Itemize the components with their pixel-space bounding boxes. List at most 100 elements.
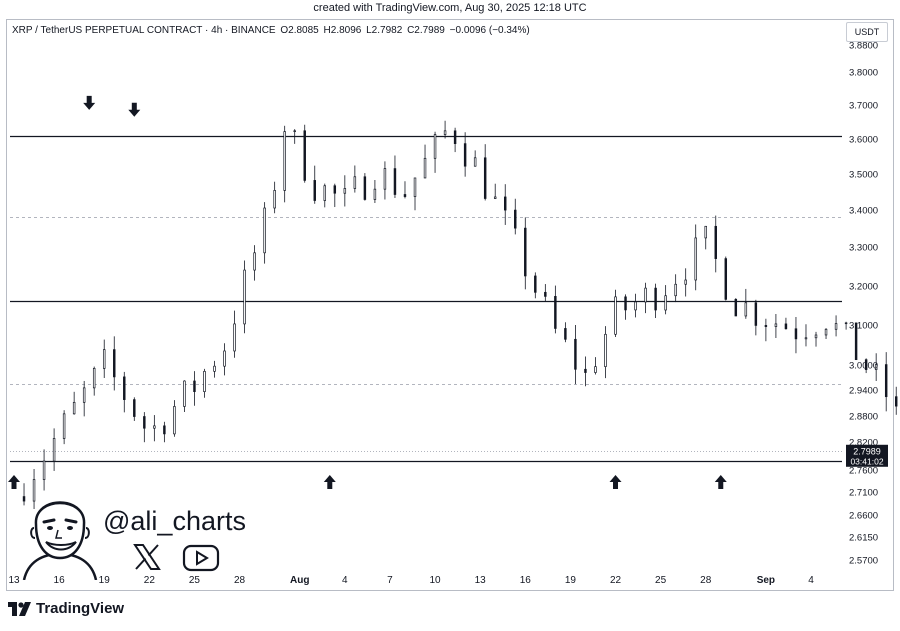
candle xyxy=(293,129,296,144)
candle-body xyxy=(704,225,707,239)
candle xyxy=(534,272,537,299)
y-tick-label: 2.8200 xyxy=(849,438,878,449)
candle xyxy=(463,132,467,177)
candle xyxy=(243,260,246,334)
candle-body xyxy=(684,279,687,285)
symbol-name: XRP / TetherUS PERPETUAL CONTRACT · 4h ·… xyxy=(12,25,276,36)
chart-frame xyxy=(6,19,894,591)
candle xyxy=(564,322,567,343)
candle-body xyxy=(273,190,276,209)
candle-body xyxy=(123,376,126,400)
x-tick-label: 22 xyxy=(144,575,156,586)
candle xyxy=(554,285,557,334)
candle xyxy=(734,298,738,317)
symbol-header: XRP / TetherUS PERPETUAL CONTRACT · 4h ·… xyxy=(12,25,532,36)
tradingview-logo-text: TradingView xyxy=(36,600,125,617)
candle-body xyxy=(333,185,337,194)
y-tick-label: 2.6150 xyxy=(849,533,878,544)
candle-body xyxy=(143,416,146,429)
x-tick-label: 28 xyxy=(700,575,712,586)
candle-body xyxy=(403,194,407,197)
candle-body xyxy=(524,227,527,277)
candle xyxy=(844,321,848,330)
candle xyxy=(413,177,417,211)
candle-body xyxy=(343,188,347,194)
candle-body xyxy=(564,328,567,340)
candle-body xyxy=(203,370,206,392)
candle-body xyxy=(514,209,517,229)
candle xyxy=(343,175,347,207)
candle-body xyxy=(223,350,226,367)
candle-body xyxy=(604,333,607,367)
candle-body xyxy=(253,252,256,271)
candle-body xyxy=(554,296,557,329)
candle xyxy=(313,165,316,204)
candle-body xyxy=(42,460,46,480)
y-tick-label: 3.0000 xyxy=(849,361,878,372)
currency-button[interactable]: USDT xyxy=(846,22,888,42)
author-handle: @ali_charts xyxy=(103,506,246,536)
arrow-up-marker xyxy=(8,475,20,489)
candle-body xyxy=(624,296,627,311)
candle xyxy=(604,326,607,379)
countdown-label: 03:41:02 xyxy=(850,456,883,466)
arrow-up-marker xyxy=(609,475,622,489)
last-price-label: 2.7989 xyxy=(853,446,881,456)
candle xyxy=(163,421,166,443)
candle-body xyxy=(62,413,66,439)
candle xyxy=(864,358,868,374)
candle-body xyxy=(734,298,738,317)
x-tick-label: 19 xyxy=(99,575,111,586)
ohlc-low: L2.7982 xyxy=(366,25,403,36)
candle-body xyxy=(473,157,477,167)
youtube-icon[interactable] xyxy=(182,544,220,572)
candle-body xyxy=(894,396,898,407)
candle xyxy=(253,245,256,281)
candle-body xyxy=(363,176,367,200)
avatar-face-icon xyxy=(22,501,98,580)
candle xyxy=(303,124,306,183)
candle-body xyxy=(784,323,788,330)
candle xyxy=(644,282,647,314)
candle xyxy=(283,125,286,203)
tradingview-footer: TradingView xyxy=(8,600,124,617)
candle-body xyxy=(22,496,26,502)
candle xyxy=(113,336,116,391)
candle-body xyxy=(574,338,577,370)
candle-body xyxy=(874,364,878,370)
candle xyxy=(714,215,717,273)
candle-body xyxy=(824,328,828,336)
created-line: created with TradingView.com, Aug 30, 20… xyxy=(313,2,587,14)
candle xyxy=(894,386,898,415)
candle xyxy=(744,288,748,319)
candle xyxy=(684,268,687,297)
candle xyxy=(764,318,768,342)
y-tick-label: 3.4000 xyxy=(849,206,878,217)
candle xyxy=(514,198,517,235)
candle xyxy=(123,371,126,413)
candle xyxy=(183,380,186,412)
candle xyxy=(674,274,677,303)
candle-body xyxy=(32,479,36,502)
y-tick-label: 3.8000 xyxy=(849,68,878,79)
candle-body xyxy=(373,188,377,200)
y-tick-label: 2.7100 xyxy=(849,488,878,499)
candle-body xyxy=(323,185,327,201)
arrow-down-marker xyxy=(83,95,96,110)
candle-body xyxy=(82,387,86,403)
candle xyxy=(664,285,667,315)
candle xyxy=(42,449,46,491)
candle xyxy=(493,183,497,200)
candle-body xyxy=(153,425,156,429)
y-tick-label: 2.6600 xyxy=(849,511,878,522)
candle xyxy=(323,183,327,208)
ohlc-open: O2.8085 xyxy=(280,25,319,36)
x-logo-icon[interactable] xyxy=(133,543,161,571)
candle-body xyxy=(163,425,166,435)
candle-body xyxy=(133,399,136,417)
candle-body xyxy=(383,168,387,190)
candle-body xyxy=(233,323,236,352)
x-tick-label: Aug xyxy=(290,575,309,586)
candle-body xyxy=(884,364,888,398)
